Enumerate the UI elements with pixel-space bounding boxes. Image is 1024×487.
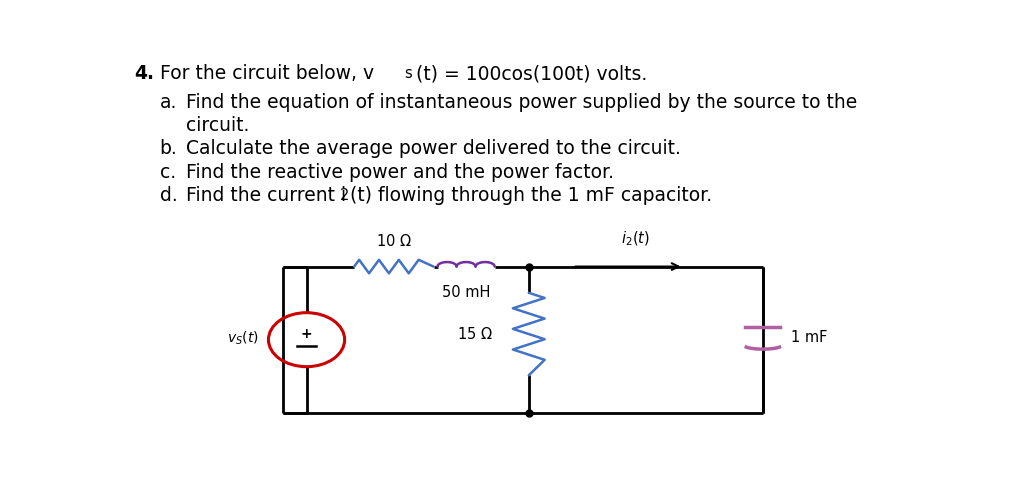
Text: d.: d. [160,186,177,205]
Text: c.: c. [160,163,176,182]
Text: 50 mH: 50 mH [442,285,490,300]
Text: 2: 2 [340,188,349,203]
Text: Find the equation of instantaneous power supplied by the source to the: Find the equation of instantaneous power… [186,93,857,112]
Text: Find the current i: Find the current i [186,186,346,205]
Text: s: s [404,66,413,81]
Text: a.: a. [160,93,177,112]
Text: +: + [301,327,312,341]
Text: 1 mF: 1 mF [791,330,827,345]
Text: Calculate the average power delivered to the circuit.: Calculate the average power delivered to… [186,139,681,158]
Text: 4.: 4. [134,64,155,83]
Text: 10 $\Omega$: 10 $\Omega$ [376,233,412,248]
Text: Find the reactive power and the power factor.: Find the reactive power and the power fa… [186,163,614,182]
Text: circuit.: circuit. [186,116,249,135]
Text: b.: b. [160,139,177,158]
Text: (t) = 100cos(100t) volts.: (t) = 100cos(100t) volts. [416,64,647,83]
Text: $i_2(t)$: $i_2(t)$ [622,229,650,248]
Text: For the circuit below, v: For the circuit below, v [160,64,374,83]
Text: (t) flowing through the 1 mF capacitor.: (t) flowing through the 1 mF capacitor. [350,186,712,205]
Text: $v_S(t)$: $v_S(t)$ [227,329,259,347]
Text: 15 $\Omega$: 15 $\Omega$ [458,326,494,342]
